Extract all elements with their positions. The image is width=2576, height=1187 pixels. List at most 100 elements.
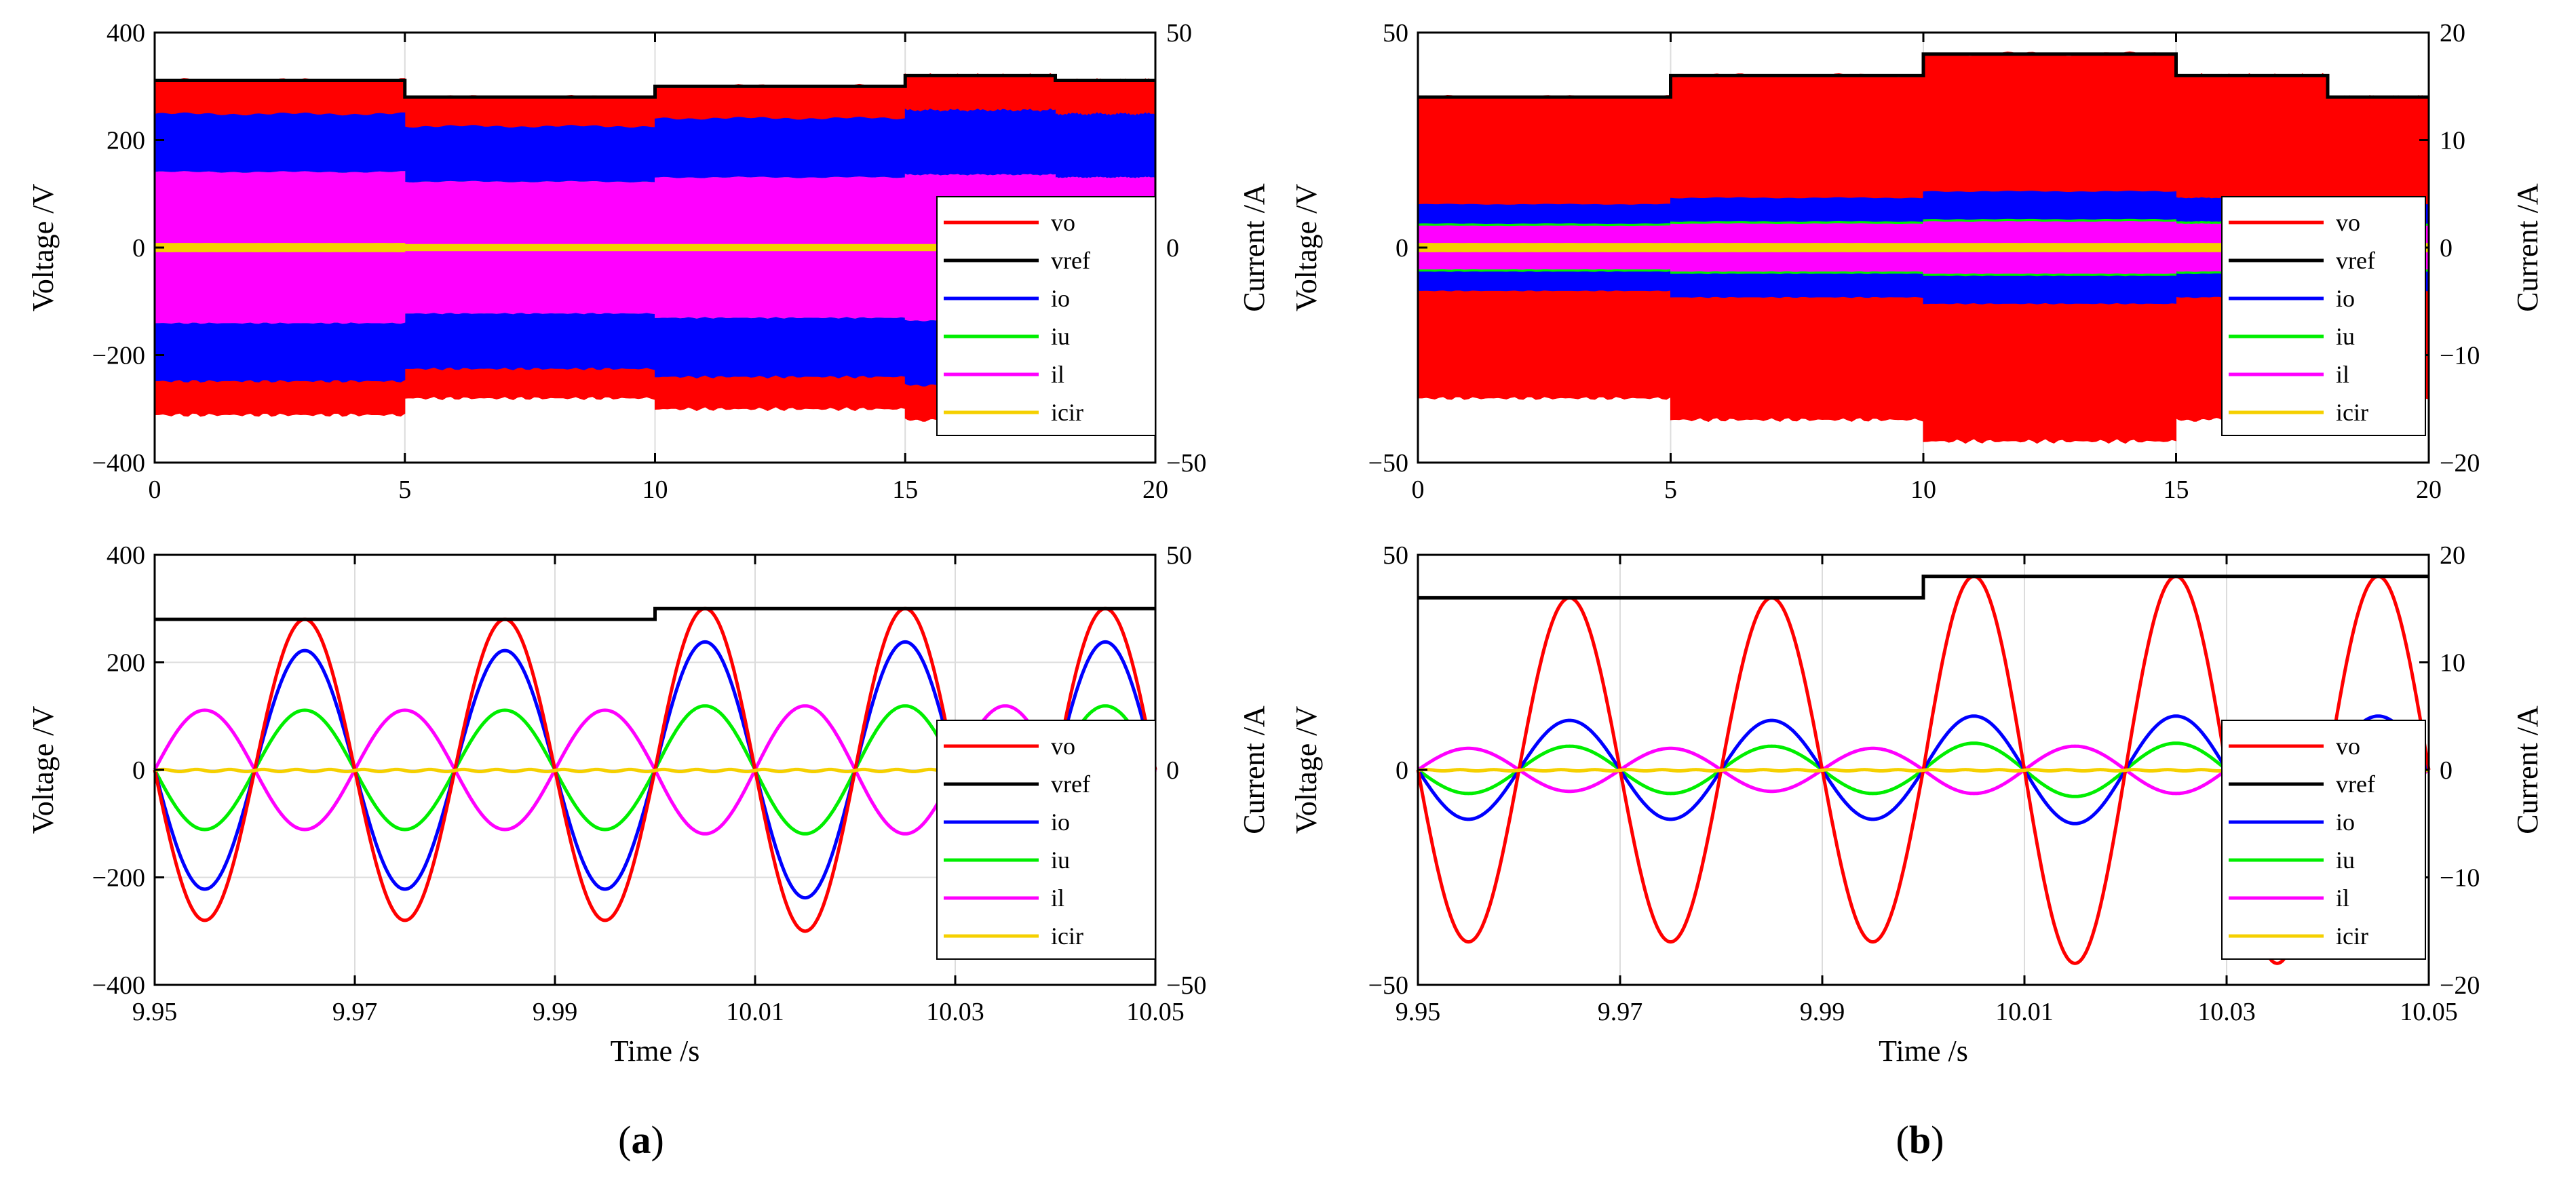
y2-tick-label-1: 0 <box>1166 756 1179 785</box>
y2-tick-label-1: 10 <box>2440 127 2465 155</box>
series-vref <box>155 73 1155 99</box>
legend: vo vref io iu il icir <box>2221 720 2426 960</box>
y2-axis-label: Current /A <box>2511 183 2544 312</box>
legend-label-il: il <box>2336 884 2349 912</box>
series-icir-envelope-1 <box>1670 243 1924 252</box>
legend-label-vref: vref <box>2336 247 2375 274</box>
legend-label-io: io <box>1051 285 1070 312</box>
legend-label-icir: icir <box>1051 399 1083 426</box>
x-tick-label-2: 10 <box>642 475 668 504</box>
y2-tick-label-0: 50 <box>1166 541 1192 570</box>
y-tick-label-2: −50 <box>1368 449 1408 478</box>
legend-label-io: io <box>1051 809 1070 836</box>
series-group <box>154 73 1156 423</box>
y2-tick-label-0: 50 <box>1166 19 1192 47</box>
x-tick-label-1: 9.97 <box>1598 998 1643 1026</box>
y2-tick-label-2: 0 <box>2440 756 2453 785</box>
y-tick-label-1: 0 <box>1396 234 1408 262</box>
x-tick-label-3: 15 <box>892 475 918 504</box>
series-vref <box>1418 575 2429 600</box>
legend-label-vref: vref <box>1051 247 1090 274</box>
y-tick-label-0: 400 <box>107 541 145 570</box>
legend-label-iu: iu <box>1051 847 1070 874</box>
y-tick-label-0: 50 <box>1383 541 1408 570</box>
x-tick-label-0: 9.95 <box>1396 998 1441 1026</box>
y-tick-label-4: −400 <box>92 971 145 1000</box>
y2-tick-label-3: −10 <box>2440 342 2480 370</box>
legend-box <box>2221 720 2426 960</box>
x-tick-label-0: 0 <box>1412 475 1425 504</box>
y-tick-label-4: −400 <box>92 449 145 478</box>
y2-tick-label-4: −20 <box>2440 971 2480 1000</box>
legend: vo vref io iu il icir <box>2221 196 2426 436</box>
legend: vo vref io iu il icir <box>936 196 1156 436</box>
y-tick-label-3: −200 <box>92 342 145 370</box>
y-axis-label: Voltage /V <box>26 705 60 834</box>
legend-label-icir: icir <box>1051 922 1083 950</box>
legend-label-vref: vref <box>1051 771 1090 798</box>
series-vref <box>1418 52 2429 99</box>
y2-axis-label: Current /A <box>1237 183 1271 312</box>
legend-label-vo: vo <box>1051 733 1075 760</box>
y2-tick-label-4: −20 <box>2440 449 2480 478</box>
x-tick-label-1: 9.97 <box>332 998 378 1026</box>
y-axis-label: Voltage /V <box>26 183 60 311</box>
x-tick-label-4: 10.03 <box>926 998 984 1026</box>
y-tick-label-0: 50 <box>1383 19 1408 47</box>
legend-box <box>936 720 1156 960</box>
y2-tick-label-2: −50 <box>1166 971 1206 1000</box>
x-tick-label-2: 10 <box>1910 475 1936 504</box>
legend-label-vref: vref <box>2336 771 2375 798</box>
y-tick-label-2: 0 <box>132 234 145 262</box>
legend-label-icir: icir <box>2336 922 2368 950</box>
legend-label-icir: icir <box>2336 399 2368 426</box>
y2-tick-label-0: 20 <box>2440 541 2465 570</box>
legend-box <box>2221 196 2426 436</box>
panel-a: 0 5 10 15 20 400 200 0 −200 −400 50 0 −50 Voltage /V C… <box>26 19 1271 1162</box>
legend-label-iu: iu <box>1051 323 1070 350</box>
x-axis-label: Time /s <box>611 1034 700 1068</box>
caption-b: (b) <box>1896 1118 1944 1162</box>
legend: vo vref io iu il icir <box>936 720 1156 960</box>
series-icir-envelope-0 <box>1417 243 1671 252</box>
series-icir-envelope-2 <box>1923 243 2176 252</box>
legend-box <box>936 196 1156 436</box>
y2-tick-label-2: 0 <box>2440 234 2453 262</box>
y-tick-label-0: 400 <box>107 19 145 47</box>
legend-label-vo: vo <box>2336 733 2360 760</box>
y2-tick-label-0: 20 <box>2440 19 2465 47</box>
y-axis-label: Voltage /V <box>1290 705 1323 834</box>
series-icir-envelope-1 <box>404 244 655 252</box>
y2-tick-label-1: 0 <box>1166 234 1179 262</box>
legend-label-iu: iu <box>2336 323 2355 350</box>
legend-label-il: il <box>2336 361 2349 388</box>
y-axis-label: Voltage /V <box>1290 183 1323 311</box>
legend-label-iu: iu <box>2336 847 2355 874</box>
y2-axis-label: Current /A <box>2511 705 2544 834</box>
series-icir-envelope-2 <box>655 244 906 252</box>
legend-label-io: io <box>2336 809 2355 836</box>
x-tick-label-0: 0 <box>149 475 161 504</box>
series-vref <box>155 606 1155 621</box>
x-tick-label-3: 15 <box>2164 475 2189 504</box>
chart-b-zoom: 9.95 9.97 9.99 10.01 10.03 10.05 50 0 −50 20 10 0 −1… <box>1290 541 2544 1068</box>
y2-tick-label-1: 10 <box>2440 649 2465 678</box>
x-tick-label-2: 9.99 <box>1800 998 1845 1026</box>
series-icir-envelope-0 <box>154 243 406 252</box>
y-tick-label-2: 0 <box>132 756 145 785</box>
x-tick-label-1: 5 <box>1664 475 1677 504</box>
legend-label-vo: vo <box>1051 209 1075 236</box>
y-tick-label-1: 200 <box>107 649 145 678</box>
x-tick-label-3: 10.01 <box>1995 998 2054 1026</box>
x-tick-label-3: 10.01 <box>726 998 784 1026</box>
x-tick-label-5: 10.05 <box>1126 998 1185 1026</box>
caption-a: (a) <box>618 1118 664 1162</box>
y2-tick-label-2: −50 <box>1166 449 1206 478</box>
y-tick-label-1: 200 <box>107 127 145 155</box>
y2-axis-label: Current /A <box>1237 705 1271 834</box>
x-axis-label: Time /s <box>1879 1034 1968 1068</box>
legend-label-il: il <box>1051 361 1064 388</box>
